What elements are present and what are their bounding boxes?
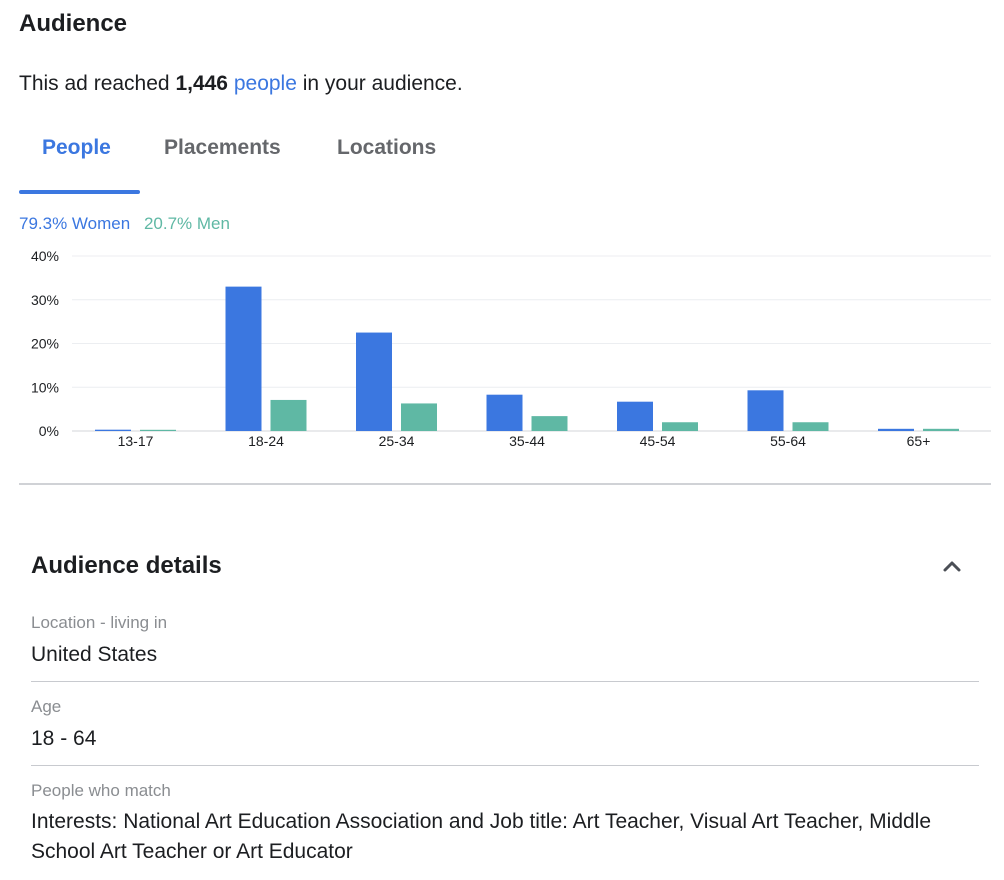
reach-suffix: in your audience. — [302, 72, 463, 95]
tab-people[interactable]: People — [42, 136, 111, 159]
x-tick-label: 35-44 — [509, 433, 545, 449]
y-tick-label: 10% — [31, 379, 59, 395]
bar-men-55-64[interactable] — [792, 422, 829, 431]
x-tick-label: 25-34 — [379, 433, 415, 449]
tab-locations[interactable]: Locations — [337, 136, 437, 159]
bar-women-65+[interactable] — [878, 428, 914, 431]
section-divider — [19, 483, 991, 485]
y-tick-label: 30% — [31, 292, 59, 308]
audience-title: Audience — [19, 10, 128, 37]
x-tick-label: 55-64 — [770, 433, 806, 449]
x-tick-label: 45-54 — [640, 433, 676, 449]
bar-women-45-54[interactable] — [617, 401, 653, 431]
age-value: 18 - 64 — [31, 727, 97, 750]
y-tick-label: 20% — [31, 336, 59, 352]
bar-women-35-44[interactable] — [486, 394, 523, 431]
bar-men-35-44[interactable] — [531, 416, 568, 431]
bar-men-45-54[interactable] — [662, 422, 698, 431]
x-tick-label: 18-24 — [248, 433, 284, 449]
bar-men-13-17[interactable] — [140, 429, 176, 431]
bar-women-18-24[interactable] — [225, 286, 262, 431]
location-value: United States — [31, 643, 158, 666]
active-tab-indicator — [19, 190, 140, 194]
field-divider — [31, 681, 979, 682]
audience-details-title: Audience details — [31, 552, 222, 579]
reach-count: 1,446 — [175, 72, 228, 95]
people-match-value: Interests: National Art Education Associ… — [31, 810, 932, 863]
y-tick-label: 40% — [31, 248, 59, 264]
x-tick-label: 13-17 — [118, 433, 154, 449]
location-label: Location - living in — [31, 613, 168, 632]
reach-prefix: This ad reached — [19, 72, 170, 95]
x-tick-label: 65+ — [907, 433, 931, 449]
bar-women-25-34[interactable] — [356, 332, 392, 431]
age-label: Age — [31, 697, 62, 716]
tab-placements[interactable]: Placements — [164, 136, 281, 159]
age-gender-bar-chart: 0% 10% 20% 30% 40% 13-17 18-24 25-34 35-44 45-54 5… — [31, 248, 991, 449]
gender-legend: 79.3% Women 20.7% Men — [19, 214, 230, 234]
people-match-label: People who match — [31, 781, 171, 800]
bar-women-13-17[interactable] — [95, 429, 131, 431]
legend-women: 79.3% Women — [19, 214, 131, 233]
bar-women-55-64[interactable] — [747, 390, 784, 431]
y-tick-label: 0% — [39, 423, 59, 439]
field-divider — [31, 765, 979, 766]
bar-men-25-34[interactable] — [401, 403, 437, 431]
reach-summary: This ad reached 1,446 people in your aud… — [19, 72, 463, 96]
chevron-up-icon[interactable] — [940, 556, 964, 576]
legend-men: 20.7% Men — [143, 214, 230, 233]
bar-men-65+[interactable] — [923, 428, 959, 431]
audience-tabs: People Placements Locations — [19, 128, 991, 195]
bar-men-18-24[interactable] — [270, 399, 307, 431]
people-link[interactable]: people — [233, 72, 297, 95]
